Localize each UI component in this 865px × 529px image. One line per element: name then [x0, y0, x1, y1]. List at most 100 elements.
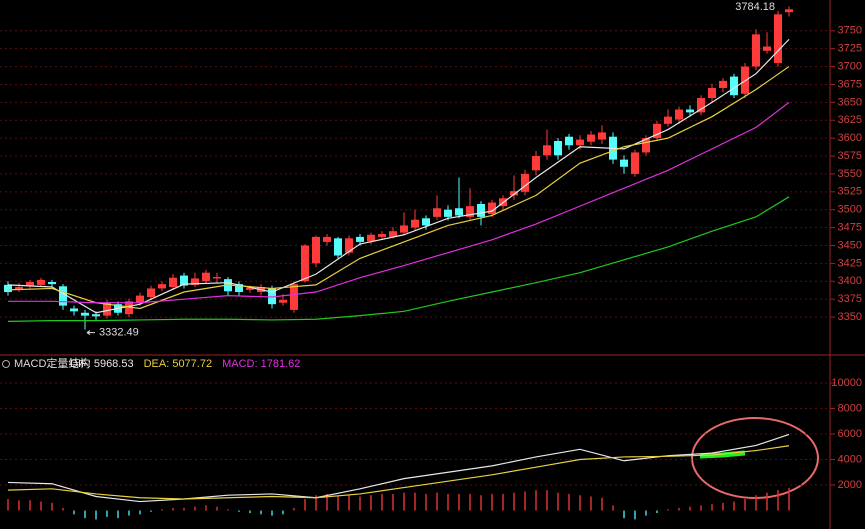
- candle-body: [532, 156, 540, 171]
- y-tick-label: 3425: [838, 257, 862, 269]
- y-tick-label: 10000: [831, 377, 862, 389]
- y-tick-label: 3475: [838, 222, 862, 234]
- panel-icon: [2, 360, 10, 368]
- candle-body: [598, 132, 606, 140]
- candle-body: [565, 136, 573, 146]
- y-tick-label: 8000: [838, 402, 862, 414]
- candle-body: [202, 272, 210, 282]
- candle-body: [620, 159, 628, 167]
- candle-body: [356, 236, 364, 242]
- candle-body: [279, 299, 287, 303]
- candle-body: [191, 278, 199, 285]
- candle-body: [433, 208, 441, 217]
- candle-body: [345, 238, 353, 253]
- candle-body: [92, 314, 100, 317]
- candle-body: [213, 276, 221, 279]
- candle-body: [125, 301, 133, 315]
- y-tick-label: 3525: [838, 186, 862, 198]
- line: [7, 445, 790, 500]
- annotation: 3784.18: [735, 1, 775, 13]
- legend-entry: DEA: 5077.72: [144, 358, 213, 370]
- candle-body: [521, 173, 529, 192]
- candle-body: [774, 14, 782, 63]
- candle-body: [488, 202, 496, 215]
- candle-body: [246, 287, 254, 290]
- candle-body: [81, 312, 89, 316]
- candle-body: [301, 245, 309, 282]
- line: [7, 38, 790, 314]
- candle-body: [686, 109, 694, 113]
- annotation: 3332.49: [99, 327, 139, 339]
- y-tick-label: 3650: [838, 96, 862, 108]
- candle-body: [587, 134, 595, 142]
- candle-body: [103, 302, 111, 316]
- candle-body: [323, 236, 331, 242]
- candle-body: [697, 98, 705, 113]
- y-tick-label: 3550: [838, 168, 862, 180]
- candle-body: [752, 34, 760, 67]
- candle-body: [444, 209, 452, 217]
- candle-body: [708, 88, 716, 99]
- candle-body: [4, 284, 12, 293]
- candle-body: [389, 231, 397, 237]
- y-tick-label: 3700: [838, 60, 862, 72]
- y-tick-label: 4000: [838, 453, 862, 465]
- candle-body: [631, 152, 639, 174]
- candle-body: [70, 308, 78, 312]
- y-tick-label: 3750: [838, 25, 862, 37]
- legend-entry: DIF: 5968.53: [70, 358, 134, 370]
- candle-body: [37, 279, 45, 285]
- y-tick-label: 6000: [838, 428, 862, 440]
- y-tick-label: 3575: [838, 150, 862, 162]
- candle-body: [48, 281, 56, 285]
- y-tick-label: 2000: [838, 479, 862, 491]
- y-tick-label: 3600: [838, 132, 862, 144]
- candle-body: [730, 76, 738, 96]
- candle-body: [664, 116, 672, 124]
- candle-body: [543, 145, 551, 156]
- candle-body: [719, 80, 727, 89]
- candle-body: [554, 140, 562, 156]
- candle-body: [422, 218, 430, 226]
- candle-body: [576, 139, 584, 146]
- candle-body: [169, 277, 177, 288]
- candle-body: [15, 287, 23, 290]
- candle-body: [312, 236, 320, 264]
- line: [7, 66, 790, 310]
- legend-entry: MACD: 1781.62: [222, 358, 300, 370]
- candle-body: [158, 284, 166, 289]
- candle-body: [675, 109, 683, 120]
- candle-body: [147, 288, 155, 298]
- y-tick-label: 3500: [838, 204, 862, 216]
- candle-body: [455, 208, 463, 216]
- candle-body: [378, 234, 386, 237]
- candle-body: [235, 284, 243, 293]
- candle-body: [290, 284, 298, 310]
- candle-body: [26, 281, 34, 286]
- line: [8, 101, 790, 304]
- candle-body: [653, 123, 661, 139]
- y-tick-label: 3725: [838, 43, 862, 55]
- candle-body: [785, 9, 793, 13]
- y-tick-label: 3625: [838, 114, 862, 126]
- candle-body: [268, 288, 276, 305]
- candle-body: [334, 238, 342, 256]
- candle-body: [477, 203, 485, 217]
- candle-body: [180, 275, 188, 286]
- y-tick-label: 3350: [838, 311, 862, 323]
- y-tick-label: 3400: [838, 275, 862, 287]
- line: [7, 433, 790, 503]
- candle-body: [763, 46, 771, 51]
- annotation-arrow: [86, 330, 95, 336]
- panel-title: MACD定量结构: [14, 356, 90, 370]
- candle-body: [400, 225, 408, 233]
- candle-body: [59, 286, 67, 306]
- candle-body: [367, 234, 375, 242]
- y-tick-label: 3675: [838, 78, 862, 90]
- y-tick-label: 3375: [838, 293, 862, 305]
- candle-body: [642, 138, 650, 153]
- highlight-circle: [691, 417, 819, 499]
- candle-body: [411, 219, 419, 228]
- candle-body: [466, 206, 474, 217]
